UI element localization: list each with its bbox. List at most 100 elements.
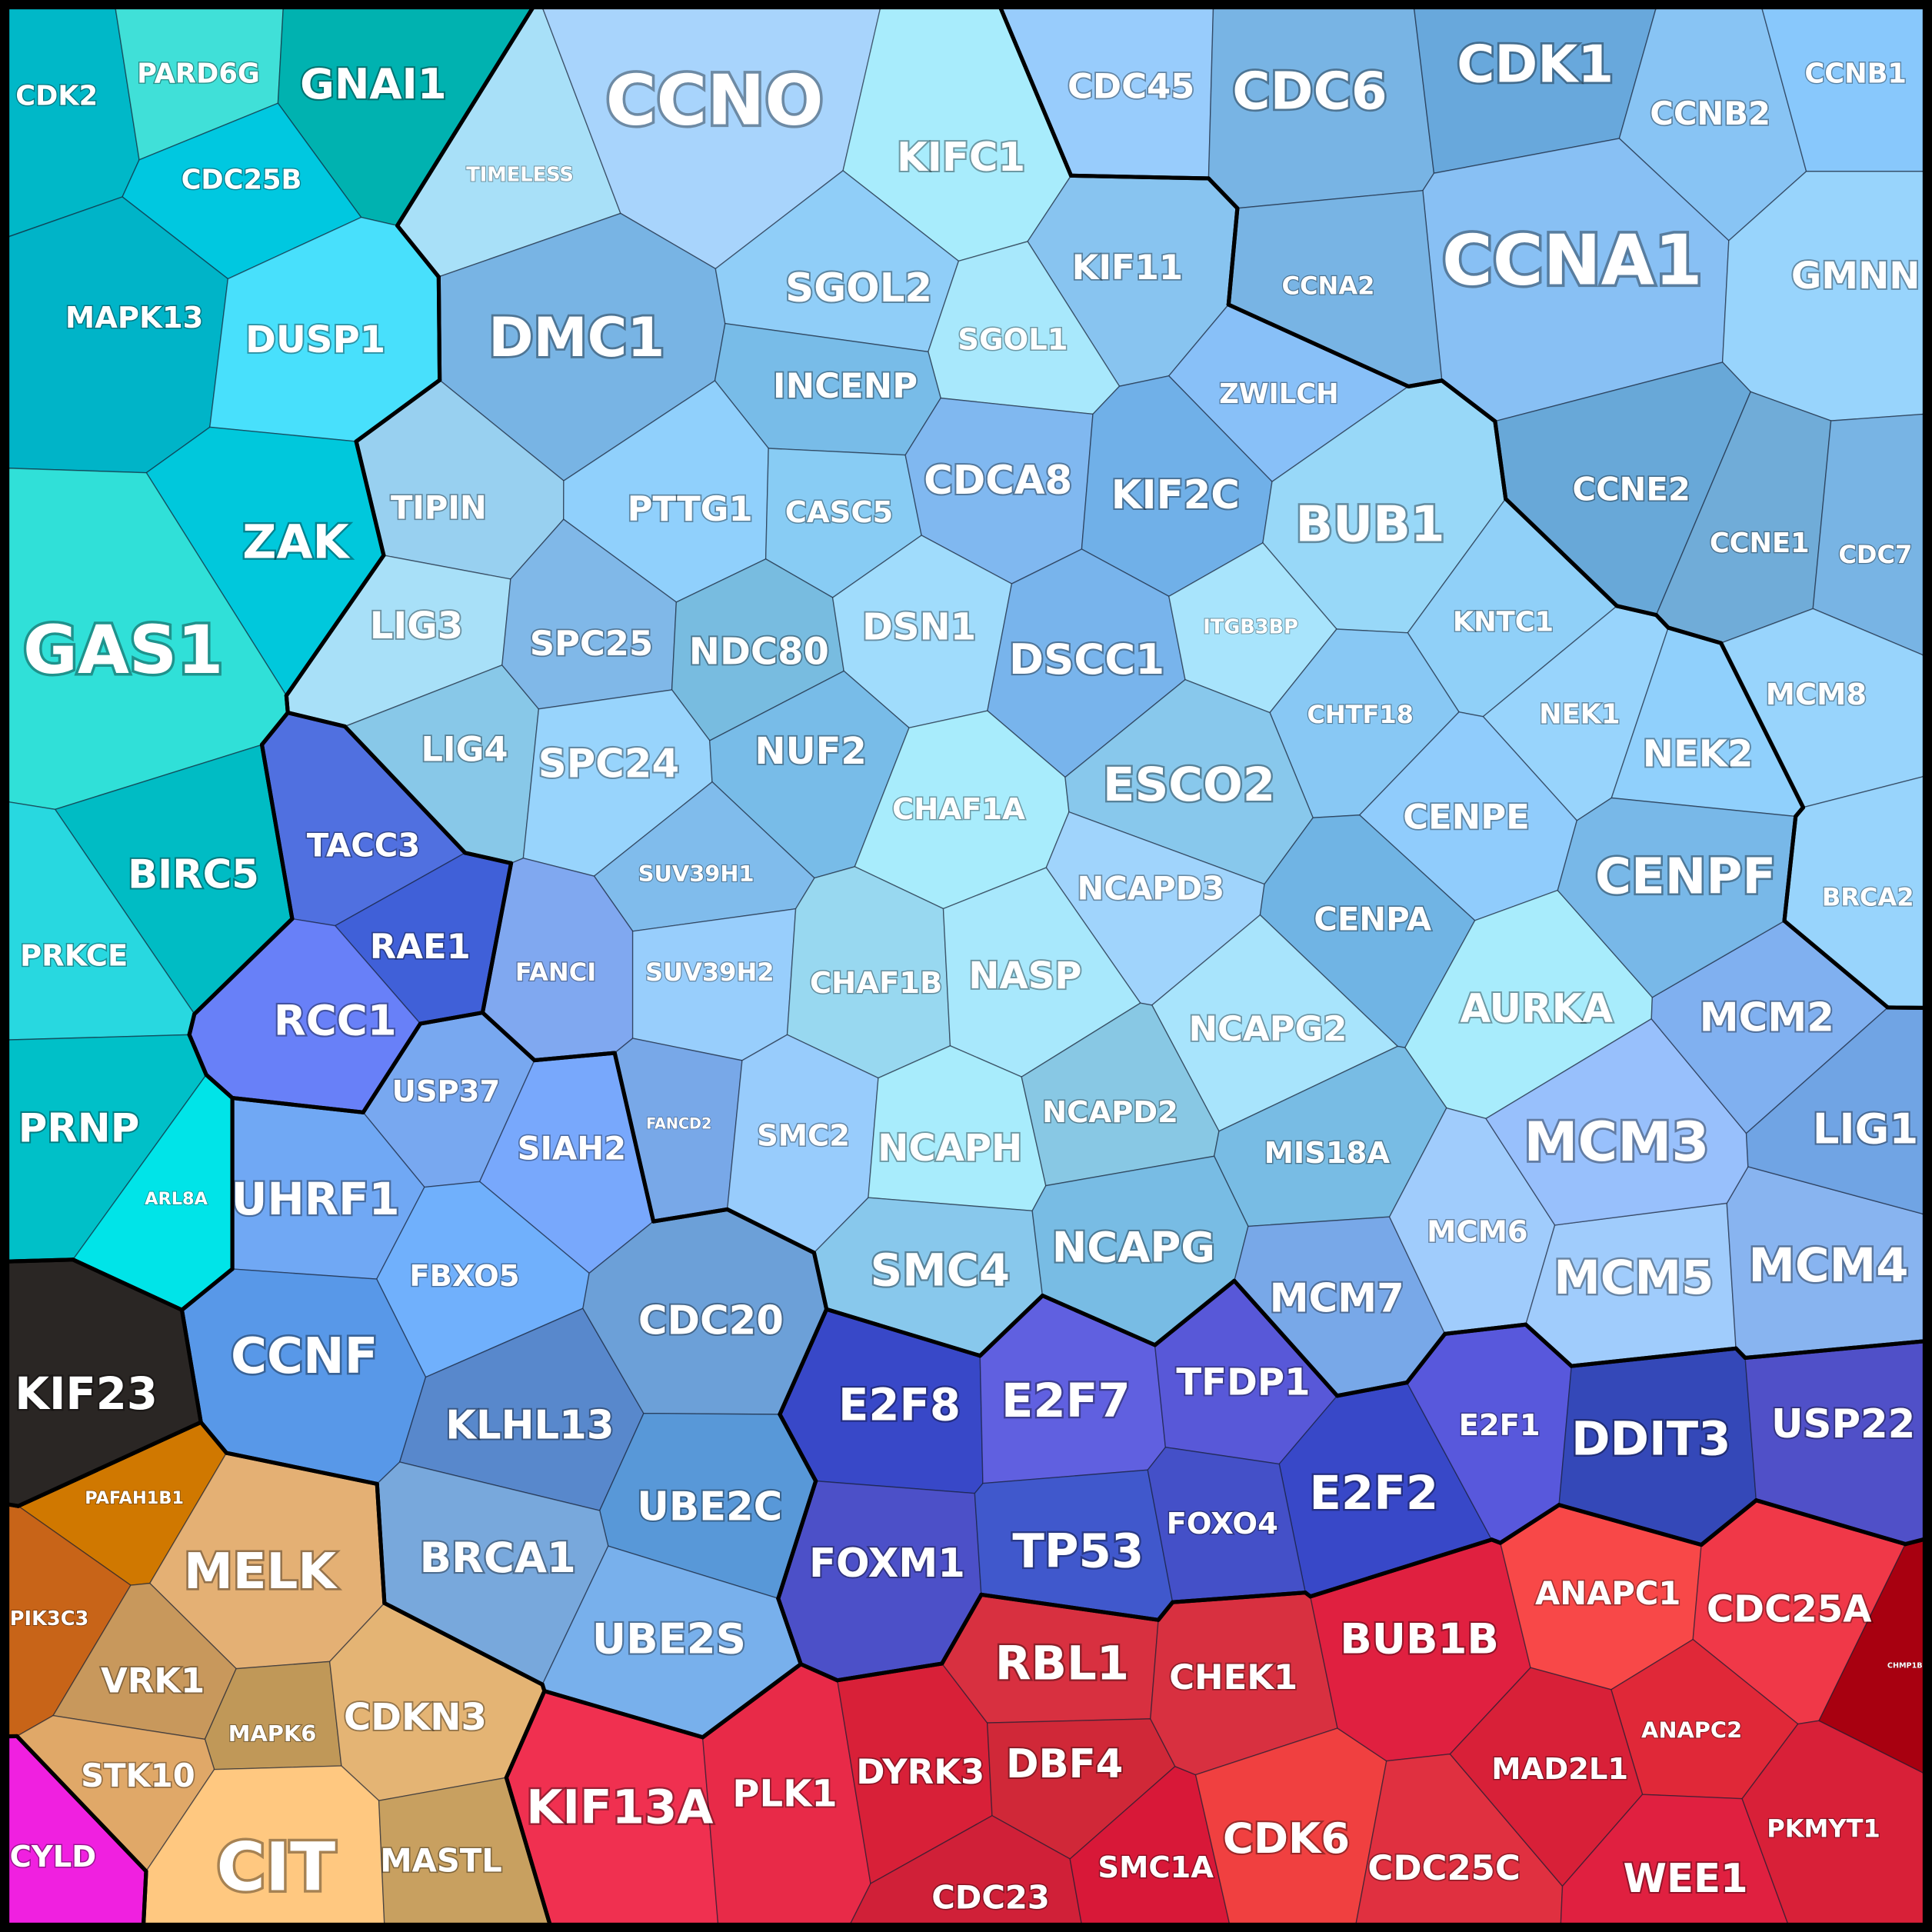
cell-label: DMC1 xyxy=(488,306,665,369)
cell-label: DSN1 xyxy=(862,605,976,648)
cell-label: USP37 xyxy=(392,1074,501,1109)
group-border xyxy=(835,1661,944,1683)
group-border xyxy=(436,275,442,382)
group-border xyxy=(824,1307,982,1358)
cell-label: CDC25C xyxy=(1367,1847,1520,1888)
group-border xyxy=(141,1869,148,1927)
group-border xyxy=(651,1207,730,1224)
cell-label: FANCI xyxy=(515,958,596,987)
group-border xyxy=(1557,1503,1704,1547)
group-border xyxy=(179,1307,203,1424)
cell-label: CDC7 xyxy=(1838,540,1912,569)
cell-label: RBL1 xyxy=(995,1636,1129,1690)
cell-label: NCAPD2 xyxy=(1042,1095,1178,1130)
cell-label: LIG1 xyxy=(1813,1104,1919,1153)
cell-label: MAPK6 xyxy=(228,1720,317,1747)
group-border xyxy=(1308,1537,1494,1599)
cell-label: CDC45 xyxy=(1068,66,1194,107)
cell-label: CHEK1 xyxy=(1169,1657,1297,1697)
cell-label: UBE2S xyxy=(592,1614,746,1664)
group-border xyxy=(504,1689,547,1780)
cell-label: VRK1 xyxy=(101,1661,205,1701)
cell-label: FANCD2 xyxy=(646,1115,711,1133)
cell-label: MAPK13 xyxy=(65,301,203,335)
cell-label: MCM3 xyxy=(1524,1111,1709,1174)
cell-label: MCM7 xyxy=(1270,1276,1404,1322)
cell-label: UHRF1 xyxy=(232,1173,400,1225)
cell-label: LIG3 xyxy=(370,605,463,648)
group-border xyxy=(187,1032,208,1077)
cell-label: E2F2 xyxy=(1309,1466,1438,1521)
cell-label: ZWILCH xyxy=(1219,378,1338,410)
cell-label: NCAPG xyxy=(1052,1222,1215,1271)
cell-label: RAE1 xyxy=(370,926,471,967)
group-border xyxy=(480,861,514,1015)
cell-label: TP53 xyxy=(1012,1524,1144,1578)
group-border xyxy=(463,851,514,865)
cell-label: FOXM1 xyxy=(809,1541,965,1587)
cell-label: KNTC1 xyxy=(1453,607,1554,638)
group-border xyxy=(1069,173,1211,181)
group-border xyxy=(1406,378,1444,388)
group-border xyxy=(285,711,347,729)
cell-label: GMNN xyxy=(1791,255,1920,298)
group-border xyxy=(1156,1600,1175,1622)
cell-label: PRKCE xyxy=(20,939,128,974)
group-border xyxy=(1524,1322,1574,1368)
cell-label: CENPE xyxy=(1403,797,1530,838)
cell-label: CCNE2 xyxy=(1572,471,1690,508)
group-border xyxy=(395,5,535,228)
cell-label: TFDP1 xyxy=(1176,1361,1310,1404)
group-border xyxy=(354,439,386,558)
group-border xyxy=(480,1011,537,1063)
group-border xyxy=(1226,302,1411,388)
cell-label: NUF2 xyxy=(754,730,866,773)
cell-label: SMC1A xyxy=(1098,1850,1214,1885)
group-border xyxy=(5,1502,21,1508)
cell-label: UBE2C xyxy=(637,1484,782,1530)
cell-label: PARD6G xyxy=(137,58,260,90)
cell-label: NCAPG2 xyxy=(1188,1008,1347,1049)
group-border xyxy=(504,1775,552,1927)
group-border xyxy=(342,724,468,855)
group-border xyxy=(179,1267,235,1312)
cell-label: BUB1 xyxy=(1295,496,1444,553)
group-border xyxy=(71,1257,185,1312)
group-border xyxy=(230,1095,365,1114)
group-border xyxy=(1743,1339,1927,1361)
cell-label: DDIT3 xyxy=(1571,1412,1731,1467)
cell-label: INCENP xyxy=(773,365,918,406)
group-border xyxy=(1614,604,1658,618)
cell-label: CCNO xyxy=(606,61,824,141)
group-border xyxy=(776,1479,818,1601)
group-border xyxy=(811,1251,829,1311)
cell-label: E2F1 xyxy=(1459,1408,1541,1443)
cell-label: CHTF18 xyxy=(1307,700,1414,729)
cell-label: TIPIN xyxy=(391,489,487,527)
cell-label: FBXO5 xyxy=(409,1259,519,1294)
cell-label: MCM8 xyxy=(1766,678,1867,712)
cell-label: GNAI1 xyxy=(300,59,447,108)
cell-label: CCNB2 xyxy=(1650,95,1770,132)
cell-label: CDKN3 xyxy=(344,1696,487,1739)
cell-label: CHAF1A xyxy=(892,792,1025,827)
cell-label: LIG4 xyxy=(421,729,508,770)
group-border xyxy=(1699,1498,1758,1547)
cell-label: PAFAH1B1 xyxy=(85,1488,184,1508)
cell-label: E2F7 xyxy=(1001,1374,1131,1428)
cell-label: BRCA1 xyxy=(420,1533,576,1582)
cell-label: ANAPC2 xyxy=(1641,1717,1742,1743)
cell-label: KIF13A xyxy=(526,1780,713,1835)
cell-label: CASC5 xyxy=(785,495,894,530)
cell-label: CDK2 xyxy=(15,80,98,112)
cell-label: STK10 xyxy=(81,1757,195,1794)
cell-label: KLHL13 xyxy=(445,1403,614,1449)
cell-label: SIAH2 xyxy=(518,1130,627,1168)
cell-label: BUB1B xyxy=(1340,1614,1499,1664)
group-border xyxy=(1498,1503,1561,1545)
cell-label: CDC6 xyxy=(1232,62,1387,122)
group-border xyxy=(395,223,441,279)
cell-label: SMC2 xyxy=(757,1119,850,1154)
